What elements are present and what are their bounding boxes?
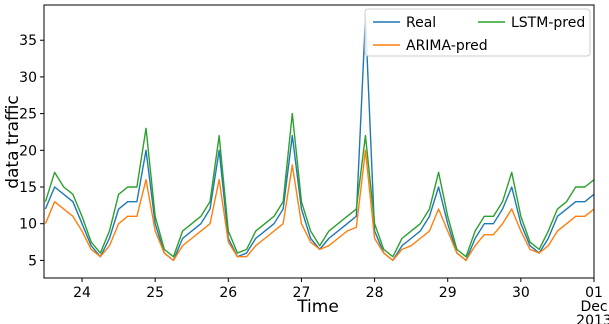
x-tick-label: 27	[293, 285, 311, 301]
x-tick-label-line: 01	[585, 285, 603, 301]
legend-label: ARIMA-pred	[406, 38, 488, 54]
series-line	[44, 112, 595, 258]
x-tick-label: 30	[512, 285, 530, 301]
y-tick-label: 10	[19, 217, 37, 233]
x-tick-label-line: 2013	[576, 313, 609, 324]
x-tick-label: 28	[366, 285, 384, 301]
y-tick-label: 5	[28, 253, 37, 269]
y-tick-label: 25	[19, 107, 37, 123]
x-tick-label-line: 26	[219, 285, 237, 301]
y-tick-label: 30	[19, 70, 37, 86]
x-tick-label-line: 29	[439, 285, 457, 301]
y-tick-label: 35	[19, 33, 37, 49]
x-tick-label-line: 25	[146, 285, 164, 301]
y-axis-label: data traffic	[3, 95, 23, 189]
x-tick-label: 26	[219, 285, 237, 301]
x-tick-label-line: 24	[73, 285, 91, 301]
plot-frame	[43, 4, 595, 279]
series-line	[44, 149, 595, 262]
x-tick-label: 24	[73, 285, 91, 301]
legend-box	[364, 8, 591, 57]
x-tick-label-line: 30	[512, 285, 530, 301]
x-tick-label: 01 Dec 2013	[576, 285, 609, 324]
legend-label: LSTM-pred	[511, 15, 585, 31]
x-tick-label-line: Dec	[580, 299, 607, 315]
x-tick-label-line: 28	[366, 285, 384, 301]
legend-label: Real	[406, 15, 436, 31]
x-axis-label: Time	[296, 297, 339, 317]
x-tick-label: 29	[439, 285, 457, 301]
y-tick-label: 20	[19, 143, 37, 159]
x-tick-label-line: 27	[293, 285, 311, 301]
y-tick-label: 15	[19, 180, 37, 196]
x-tick-label: 25	[146, 285, 164, 301]
